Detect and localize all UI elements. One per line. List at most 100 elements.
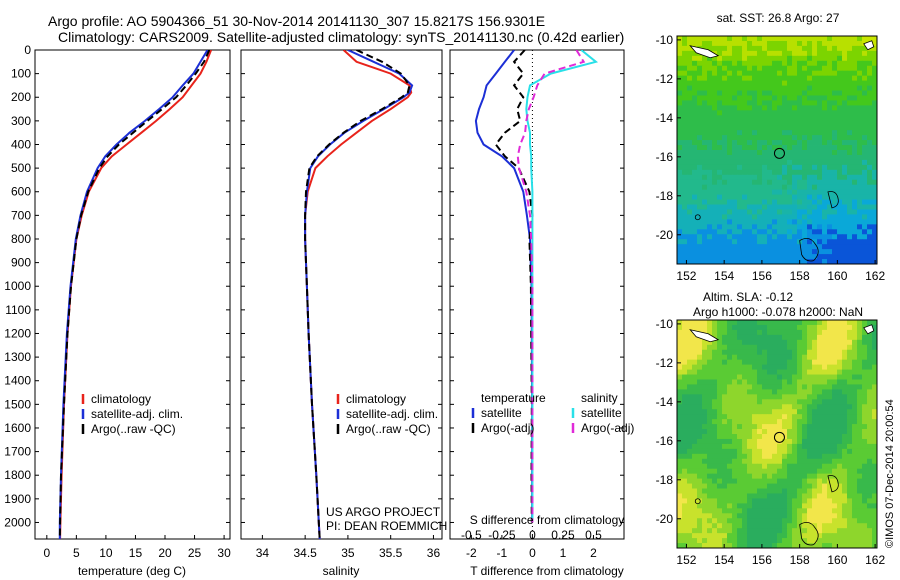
map2-cell bbox=[812, 448, 818, 455]
map2-cell bbox=[697, 339, 703, 346]
map2-cell bbox=[752, 463, 758, 470]
map2-cell bbox=[817, 344, 823, 351]
map1-cell bbox=[682, 36, 688, 42]
map2-cell bbox=[777, 483, 783, 489]
map1-cell bbox=[677, 219, 683, 225]
map1-cell bbox=[797, 115, 803, 121]
map2-cell bbox=[822, 384, 828, 390]
map1-cell bbox=[782, 140, 788, 146]
map1-cell bbox=[777, 85, 783, 91]
map2-cell bbox=[702, 364, 708, 370]
map2-cell bbox=[752, 354, 758, 361]
map1-cell bbox=[717, 229, 723, 235]
map2-cell bbox=[867, 483, 873, 489]
map2-cell bbox=[772, 508, 778, 514]
map1-cell bbox=[742, 125, 748, 131]
map2-cell bbox=[812, 434, 818, 440]
map1-cell bbox=[702, 105, 708, 111]
map1-cell bbox=[727, 65, 733, 72]
map2-cell bbox=[682, 324, 688, 331]
map1-cell bbox=[797, 189, 803, 196]
map2-cell bbox=[837, 424, 843, 430]
map1-cell bbox=[727, 115, 733, 121]
map1-cell bbox=[677, 55, 683, 62]
map1-cell bbox=[687, 90, 693, 96]
map2-cell bbox=[772, 438, 778, 445]
map1-cell bbox=[872, 50, 878, 57]
map2-cell bbox=[742, 533, 748, 539]
map1-cell bbox=[857, 115, 863, 121]
difference-panel: -2-1012-0.5-0.2500.250.5temperaturesalin… bbox=[449, 49, 634, 560]
map2-cell bbox=[697, 409, 703, 415]
map2-cell bbox=[712, 344, 718, 351]
map2-cell bbox=[782, 518, 788, 524]
map2-cell bbox=[782, 473, 788, 480]
map1-cell bbox=[757, 60, 763, 67]
map1-cell bbox=[762, 199, 768, 205]
map1-cell bbox=[827, 130, 833, 136]
map2-cell bbox=[797, 409, 803, 415]
map1-cell bbox=[742, 164, 748, 171]
map1-cell bbox=[677, 239, 683, 245]
map1-cell bbox=[697, 174, 703, 181]
map1-cell bbox=[687, 135, 693, 141]
map2-cell bbox=[747, 443, 753, 450]
map1-cell bbox=[707, 254, 713, 260]
map1-cell bbox=[767, 150, 773, 156]
map2-cell bbox=[872, 329, 878, 336]
map1-cell bbox=[832, 259, 838, 265]
map2-cell bbox=[762, 369, 768, 375]
map2-cell bbox=[737, 488, 743, 494]
map1-cell bbox=[692, 194, 698, 200]
map2-cell bbox=[872, 379, 878, 385]
map1-cell bbox=[722, 239, 728, 245]
map2-cell bbox=[772, 488, 778, 494]
map2-cell bbox=[762, 488, 768, 494]
map2-cell bbox=[807, 399, 813, 405]
map2-cell bbox=[822, 443, 828, 450]
map1-cell bbox=[807, 135, 813, 141]
map2-cell bbox=[722, 409, 728, 415]
map2-cell bbox=[717, 533, 723, 539]
map1-cell bbox=[742, 209, 748, 215]
map1-cell bbox=[747, 36, 753, 42]
map2-cell bbox=[722, 513, 728, 519]
map1-cell bbox=[867, 55, 873, 62]
map1-cell bbox=[722, 60, 728, 67]
map2-cell bbox=[862, 344, 868, 351]
map1-cell bbox=[857, 40, 863, 47]
map2-cell bbox=[822, 503, 828, 509]
map1-cell bbox=[727, 120, 733, 126]
map1-cell bbox=[752, 199, 758, 205]
map2-cell bbox=[792, 409, 798, 415]
map1-cell bbox=[767, 125, 773, 131]
map2-cell bbox=[737, 483, 743, 489]
map1-cell bbox=[842, 159, 848, 166]
watermark: ©IMOS 07-Dec-2014 20:00:54 bbox=[884, 399, 896, 548]
map2-cell bbox=[792, 483, 798, 489]
map2-cell bbox=[817, 513, 823, 519]
map2-cell bbox=[717, 384, 723, 390]
map2-cell bbox=[702, 523, 708, 529]
map2-cell bbox=[772, 374, 778, 380]
map1-cell bbox=[787, 164, 793, 171]
map2-cell bbox=[682, 349, 688, 356]
map2-cell bbox=[812, 538, 818, 544]
depth-ytick-label: 300 bbox=[11, 114, 31, 128]
map1-cell bbox=[722, 70, 728, 77]
map2-cell bbox=[782, 533, 788, 539]
map2-cell bbox=[842, 364, 848, 370]
map1-cell bbox=[842, 164, 848, 171]
map1-cell bbox=[852, 234, 858, 240]
map1-cell bbox=[812, 75, 818, 82]
map2-cell bbox=[742, 438, 748, 445]
map2-cell bbox=[862, 424, 868, 430]
map1-cell bbox=[732, 229, 738, 235]
map2-cell bbox=[837, 374, 843, 380]
map2-cell bbox=[797, 359, 803, 366]
map1-cell bbox=[722, 259, 728, 265]
map2-cell bbox=[767, 478, 773, 484]
map2-cell bbox=[782, 349, 788, 356]
map2-cell bbox=[867, 443, 873, 450]
map1-cell bbox=[757, 204, 763, 210]
